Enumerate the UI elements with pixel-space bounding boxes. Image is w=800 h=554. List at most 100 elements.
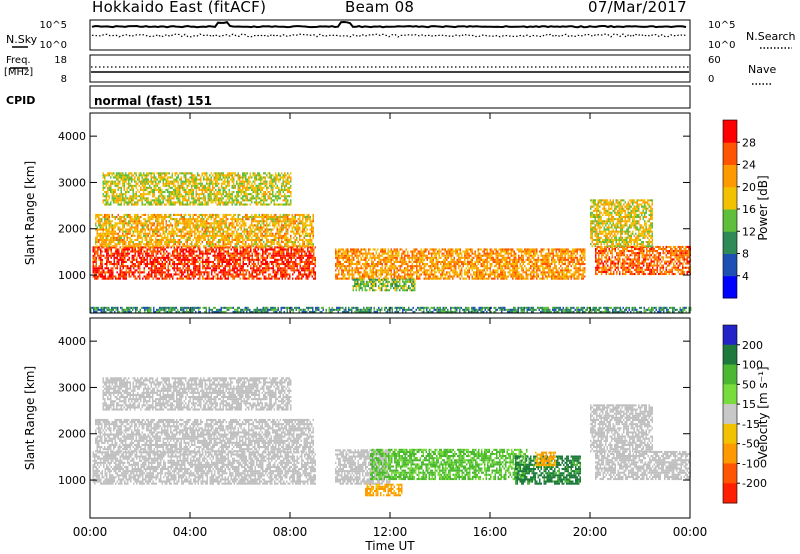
echo-cell xyxy=(277,197,279,199)
echo-cell xyxy=(133,189,135,191)
echo-cell xyxy=(243,276,245,278)
echo-cell xyxy=(223,269,225,271)
echo-cell xyxy=(158,235,160,237)
echo-cell xyxy=(239,245,241,247)
echo-cell xyxy=(185,174,187,176)
echo-cell xyxy=(265,265,267,267)
echo-cell xyxy=(214,183,216,185)
echo-cell xyxy=(233,183,235,185)
echo-cell xyxy=(247,259,249,261)
echo-cell xyxy=(96,263,98,265)
echo-cell xyxy=(292,263,294,265)
echo-cell xyxy=(242,243,244,245)
echo-cell xyxy=(226,239,228,241)
echo-cell xyxy=(217,257,219,259)
echo-cell xyxy=(130,276,132,278)
echo-cell xyxy=(254,176,256,178)
echo-cell xyxy=(289,263,291,265)
echo-cell xyxy=(112,183,114,185)
echo-cell xyxy=(208,193,210,195)
echo-cell xyxy=(206,231,208,233)
echo-cell xyxy=(226,233,228,235)
echo-cell xyxy=(141,253,143,255)
echo-cell xyxy=(146,199,148,201)
echo-cell xyxy=(313,214,315,216)
echo-cell xyxy=(243,253,245,255)
echo-cell xyxy=(313,251,315,253)
echo-cell xyxy=(134,245,136,247)
echo-cell xyxy=(125,229,127,231)
echo-cell xyxy=(172,187,174,189)
echo-cell xyxy=(340,251,342,253)
echo-cell xyxy=(241,233,243,235)
echo-cell xyxy=(187,231,189,233)
echo-cell xyxy=(284,172,286,174)
echo-cell xyxy=(227,226,229,228)
echo-cell xyxy=(159,271,161,273)
echo-cell xyxy=(226,226,228,228)
echo-cell xyxy=(219,257,221,259)
echo-cell xyxy=(166,181,168,183)
echo-cell xyxy=(236,204,238,206)
echo-cell xyxy=(164,231,166,233)
echo-cell xyxy=(169,193,171,195)
echo-cell xyxy=(98,239,100,241)
echo-cell xyxy=(197,218,199,220)
echo-cell xyxy=(118,187,120,189)
echo-cell xyxy=(252,269,254,271)
echo-cell xyxy=(148,263,150,265)
echo-cell xyxy=(260,233,262,235)
echo-cell xyxy=(240,269,242,271)
echo-cell xyxy=(195,263,197,265)
echo-cell xyxy=(344,253,346,255)
echo-cell xyxy=(256,269,258,271)
echo-cell xyxy=(215,216,217,218)
echo-cell xyxy=(277,271,279,273)
echo-cell xyxy=(223,255,225,257)
echo-cell xyxy=(210,253,212,255)
echo-cell xyxy=(144,269,146,271)
echo-cell xyxy=(167,195,169,197)
echo-cell xyxy=(254,172,256,174)
echo-cell xyxy=(110,243,112,245)
echo-cell xyxy=(180,255,182,257)
echo-cell xyxy=(286,251,288,253)
echo-cell xyxy=(112,226,114,228)
echo-cell xyxy=(271,218,273,220)
echo-cell xyxy=(148,181,150,183)
echo-cell xyxy=(180,269,182,271)
echo-cell xyxy=(275,195,277,197)
echo-cell xyxy=(122,176,124,178)
echo-cell xyxy=(283,216,285,218)
echo-cell xyxy=(148,243,150,245)
echo-cell xyxy=(230,193,232,195)
echo-cell xyxy=(101,224,103,226)
echo-cell xyxy=(247,235,249,237)
echo-cell xyxy=(312,261,314,263)
echo-cell xyxy=(338,248,340,250)
echo-cell xyxy=(186,267,188,269)
echo-cell xyxy=(185,245,187,247)
echo-cell xyxy=(157,233,159,235)
echo-cell xyxy=(230,214,232,216)
echo-cell xyxy=(279,253,281,255)
echo-cell xyxy=(215,176,217,178)
echo-cell xyxy=(283,251,285,253)
echo-cell xyxy=(121,201,123,203)
echo-cell xyxy=(156,269,158,271)
echo-cell xyxy=(241,185,243,187)
echo-cell xyxy=(103,255,105,257)
echo-cell xyxy=(256,197,258,199)
echo-cell xyxy=(213,269,215,271)
echo-cell xyxy=(224,231,226,233)
echo-cell xyxy=(152,235,154,237)
echo-cell xyxy=(302,233,304,235)
echo-cell xyxy=(130,172,132,174)
echo-cell xyxy=(217,222,219,224)
echo-cell xyxy=(140,174,142,176)
echo-cell xyxy=(181,218,183,220)
echo-cell xyxy=(100,229,102,231)
echo-cell xyxy=(202,224,204,226)
echo-cell xyxy=(116,176,118,178)
echo-cell xyxy=(274,179,276,181)
